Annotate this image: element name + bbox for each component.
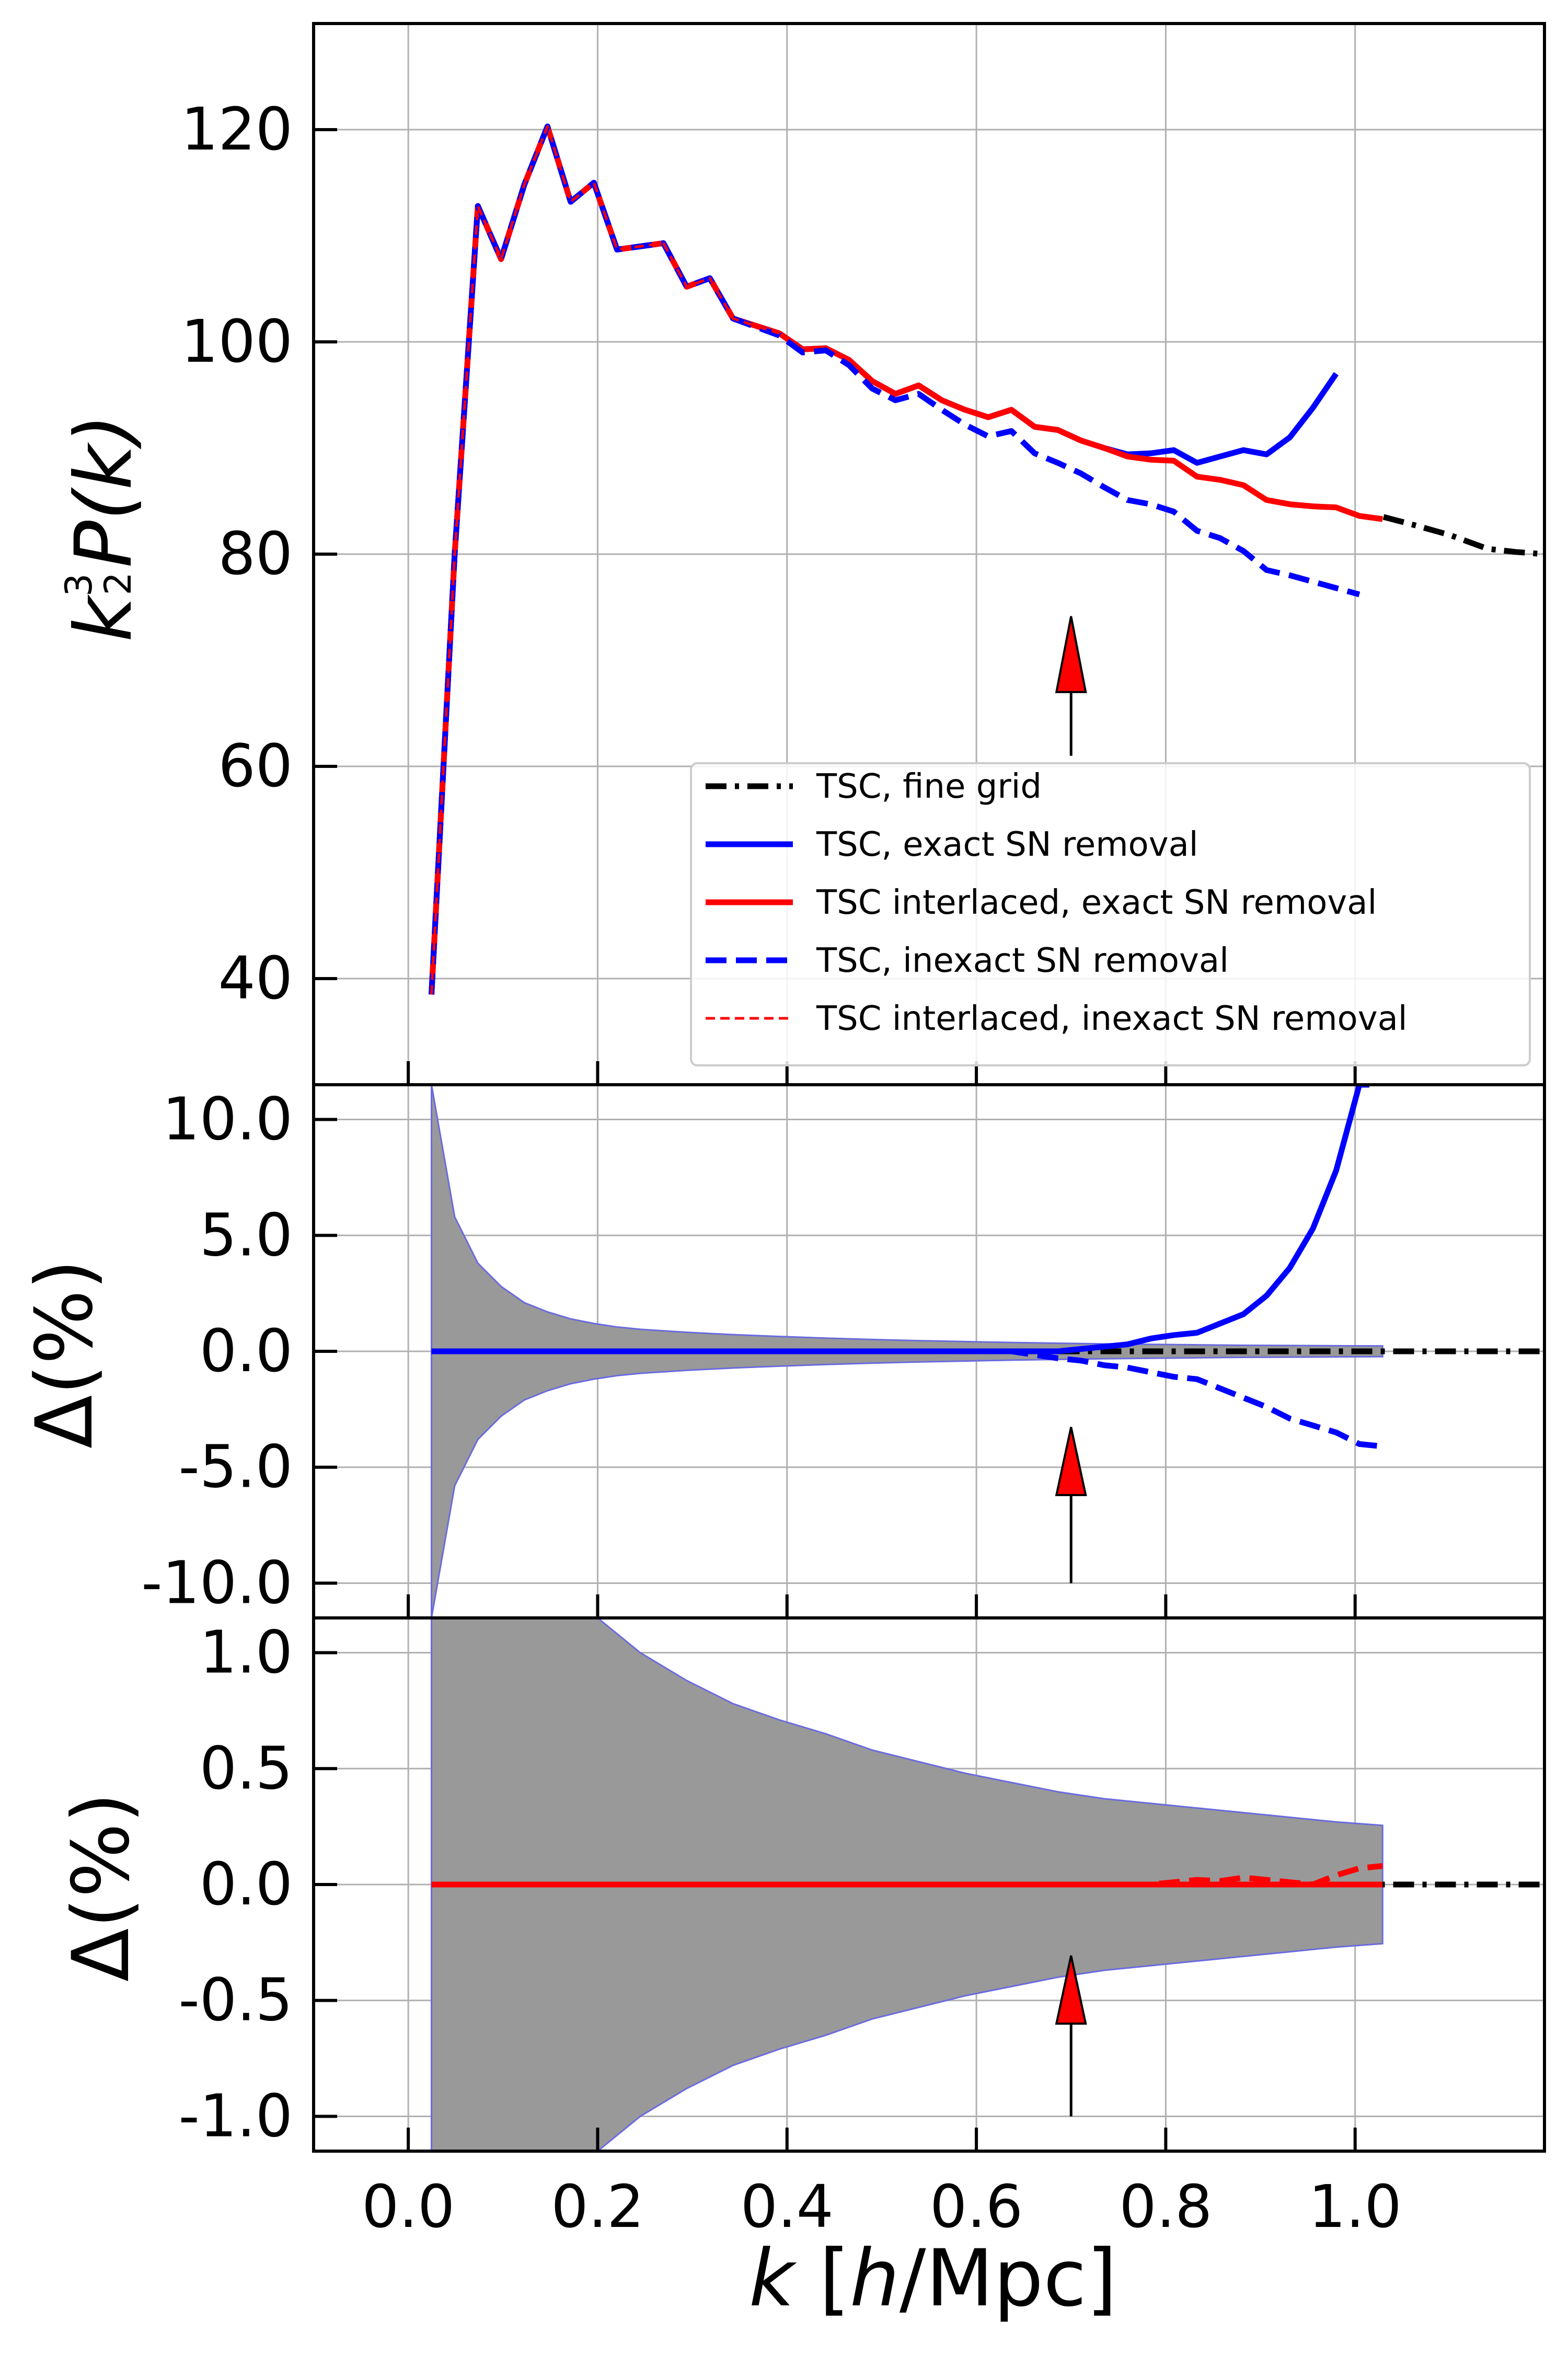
top-ytick-label: 60 bbox=[218, 732, 293, 800]
xtick-label: 0.8 bbox=[1119, 2173, 1212, 2241]
xlabel-h: h bbox=[850, 2233, 900, 2324]
top-series-line bbox=[1382, 514, 1544, 557]
bottom-ytick-label: 1.0 bbox=[200, 1619, 293, 1687]
bottom-ytick-label: 0.0 bbox=[200, 1851, 293, 1919]
top-plot-area bbox=[314, 24, 1544, 1085]
top-ytick-label: 100 bbox=[181, 308, 293, 376]
top-ylabel: k32 P(k) bbox=[57, 414, 149, 642]
top-ylabel-exp-num: 3 bbox=[57, 573, 100, 597]
xlabel-open: [ bbox=[794, 2233, 850, 2324]
middle-ytick-label: 5.0 bbox=[200, 1201, 293, 1269]
bottom-plot-area bbox=[314, 1618, 1544, 2151]
bottom-ytick-label: 0.5 bbox=[200, 1734, 293, 1802]
legend: TSC, fine grid TSC, exact SN removal TSC i… bbox=[690, 762, 1531, 1066]
middle-ylabel: Δ(%) bbox=[19, 1259, 110, 1449]
xtick-label: 1.0 bbox=[1309, 2173, 1402, 2241]
top-ylabel-rest: P(k) bbox=[59, 414, 149, 568]
xtick-label: 0.2 bbox=[551, 2173, 644, 2241]
middle-plot-area bbox=[314, 1085, 1544, 1618]
top-ytick-label: 120 bbox=[181, 96, 293, 164]
top-panel: 40 60 80 100 120 bbox=[181, 22, 1546, 1086]
bottom-arrow-head bbox=[1055, 1955, 1087, 2025]
xtick-label: 0.4 bbox=[741, 2173, 834, 2241]
top-arrow-head bbox=[1055, 616, 1087, 693]
bottom-ytick-label: -0.5 bbox=[178, 1967, 293, 2035]
middle-ytick-label: 10.0 bbox=[163, 1086, 293, 1154]
xlabel-rest: /Mpc] bbox=[900, 2233, 1117, 2324]
top-ylabel-exp-den: 2 bbox=[97, 572, 140, 595]
bottom-ylabel: Δ(%) bbox=[56, 1793, 147, 1982]
legend-label: TSC, exact SN removal bbox=[816, 825, 1198, 864]
top-ytick-label: 40 bbox=[218, 945, 293, 1013]
legend-label: TSC, inexact SN removal bbox=[816, 941, 1229, 980]
legend-label: TSC, fine grid bbox=[816, 767, 1042, 806]
xlabel-k: k bbox=[749, 2233, 797, 2324]
middle-ytick-label: -5.0 bbox=[178, 1433, 293, 1501]
bottom-panel: -1.0 -0.5 0.0 0.5 1.0 0.0 0.2 0.4 0.6 0.8 1.0 bbox=[178, 1616, 1546, 2241]
middle-series-line bbox=[431, 1085, 1369, 1354]
top-ylabel-base: k bbox=[59, 594, 149, 642]
legend-label: TSC interlaced, exact SN removal bbox=[816, 883, 1377, 922]
xtick-label: 0.0 bbox=[362, 2173, 455, 2241]
bottom-ytick-label: -1.0 bbox=[178, 2082, 293, 2150]
middle-ytick-label: 0.0 bbox=[200, 1317, 293, 1385]
top-series-line bbox=[430, 125, 780, 995]
legend-label: TSC interlaced, inexact SN removal bbox=[816, 1000, 1408, 1038]
middle-series-line bbox=[431, 1348, 1383, 1450]
top-ytick-label: 80 bbox=[218, 520, 293, 588]
xlabel: k [h/Mpc] bbox=[749, 2233, 1117, 2324]
middle-arrow-head bbox=[1055, 1427, 1087, 1496]
legend-box bbox=[690, 762, 1531, 1066]
top-series-line bbox=[429, 123, 1361, 995]
xtick-label: 0.6 bbox=[930, 2173, 1023, 2241]
middle-ytick-label: -10.0 bbox=[141, 1549, 293, 1617]
middle-panel: -10.0 -5.0 0.0 5.0 10.0 bbox=[141, 1083, 1546, 1619]
